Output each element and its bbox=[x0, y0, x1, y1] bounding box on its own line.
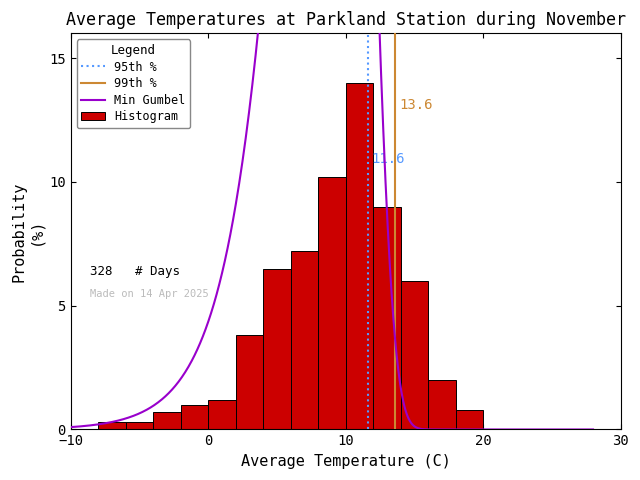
Text: 11.6: 11.6 bbox=[372, 152, 405, 166]
Bar bbox=[180, 405, 208, 430]
Bar bbox=[263, 269, 291, 430]
Bar bbox=[153, 412, 180, 430]
Y-axis label: Probability
(%): Probability (%) bbox=[11, 181, 44, 282]
Bar bbox=[98, 422, 125, 430]
Bar bbox=[346, 83, 373, 430]
Bar bbox=[291, 251, 318, 430]
Text: 13.6: 13.6 bbox=[399, 98, 433, 112]
Text: Made on 14 Apr 2025: Made on 14 Apr 2025 bbox=[90, 289, 209, 299]
Bar bbox=[428, 380, 456, 430]
Bar bbox=[373, 207, 401, 430]
Bar bbox=[208, 400, 236, 430]
Legend: 95th %, 99th %, Min Gumbel, Histogram: 95th %, 99th %, Min Gumbel, Histogram bbox=[77, 39, 190, 128]
Bar bbox=[125, 422, 153, 430]
Bar bbox=[401, 281, 428, 430]
Bar bbox=[456, 409, 483, 430]
Bar bbox=[236, 336, 263, 430]
Text: 328   # Days: 328 # Days bbox=[90, 265, 180, 278]
Title: Average Temperatures at Parkland Station during November: Average Temperatures at Parkland Station… bbox=[65, 11, 625, 29]
X-axis label: Average Temperature (C): Average Temperature (C) bbox=[241, 454, 451, 469]
Bar bbox=[318, 177, 346, 430]
